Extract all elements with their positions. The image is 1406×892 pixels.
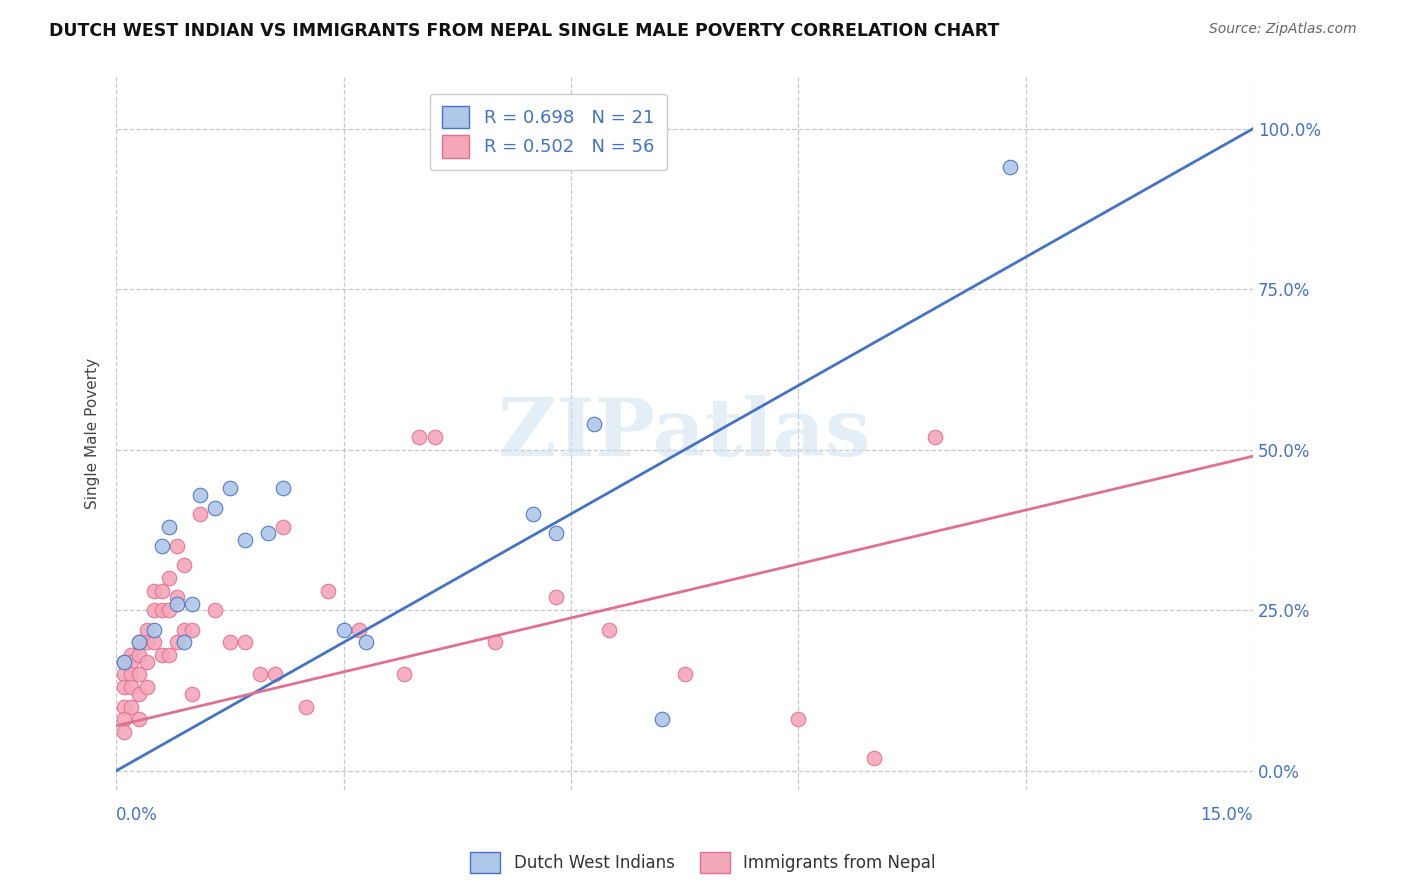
Point (924, 430, 946, 444)
Point (143, 584, 166, 599)
Point (204, 603, 226, 617)
Point (356, 635, 378, 649)
Point (522, 507, 544, 521)
Text: 0.0%: 0.0% (117, 806, 157, 824)
Point (150, 539, 173, 553)
Point (112, 712, 135, 726)
Point (128, 712, 150, 726)
Point (1000, 161, 1022, 175)
Point (112, 725, 135, 739)
Point (135, 635, 157, 649)
Point (135, 655, 157, 669)
Point (181, 597, 204, 611)
Point (219, 635, 242, 649)
Point (112, 699, 135, 714)
Point (157, 571, 180, 585)
Point (166, 635, 188, 649)
Text: DUTCH WEST INDIAN VS IMMIGRANTS FROM NEPAL SINGLE MALE POVERTY CORRELATION CHART: DUTCH WEST INDIAN VS IMMIGRANTS FROM NEP… (49, 22, 1000, 40)
Point (150, 584, 173, 599)
Point (264, 667, 287, 681)
Point (544, 591, 567, 605)
Point (166, 597, 188, 611)
Point (112, 655, 135, 669)
Point (128, 635, 150, 649)
Point (598, 623, 620, 637)
Point (204, 500, 226, 515)
Point (128, 667, 150, 681)
Point (233, 533, 256, 547)
Point (120, 699, 142, 714)
Text: ZIPatlas: ZIPatlas (499, 395, 870, 473)
Legend: R = 0.698   N = 21, R = 0.502   N = 56: R = 0.698 N = 21, R = 0.502 N = 56 (430, 94, 666, 170)
Point (157, 520, 180, 534)
Point (120, 648, 142, 663)
Point (128, 635, 150, 649)
Point (219, 481, 242, 495)
Point (112, 681, 135, 695)
Point (544, 526, 567, 541)
Point (408, 430, 430, 444)
Point (157, 648, 180, 663)
Point (256, 526, 278, 541)
Point (233, 635, 256, 649)
Point (135, 623, 157, 637)
Point (112, 655, 135, 669)
Point (157, 603, 180, 617)
Point (181, 623, 204, 637)
Point (120, 655, 142, 669)
Point (143, 603, 166, 617)
Point (143, 623, 166, 637)
Point (863, 751, 886, 765)
Legend: Dutch West Indians, Immigrants from Nepal: Dutch West Indians, Immigrants from Nepa… (464, 846, 942, 880)
Point (150, 603, 173, 617)
Y-axis label: Single Male Poverty: Single Male Poverty (86, 359, 100, 509)
Point (318, 584, 340, 599)
Point (112, 667, 135, 681)
Point (271, 481, 294, 495)
Text: Source: ZipAtlas.com: Source: ZipAtlas.com (1209, 22, 1357, 37)
Point (173, 623, 195, 637)
Point (423, 430, 446, 444)
Point (787, 712, 810, 726)
Point (128, 648, 150, 663)
Point (392, 667, 415, 681)
Point (188, 507, 211, 521)
Text: 15.0%: 15.0% (1201, 806, 1253, 824)
Point (249, 667, 271, 681)
Point (651, 712, 673, 726)
Point (120, 681, 142, 695)
Point (271, 520, 294, 534)
Point (135, 681, 157, 695)
Point (181, 687, 204, 701)
Point (582, 417, 605, 431)
Point (188, 488, 211, 502)
Point (347, 623, 370, 637)
Point (673, 667, 696, 681)
Point (128, 687, 150, 701)
Point (332, 623, 354, 637)
Point (294, 699, 316, 714)
Point (166, 539, 188, 553)
Point (484, 635, 506, 649)
Point (173, 558, 195, 573)
Point (173, 635, 195, 649)
Point (150, 648, 173, 663)
Point (120, 667, 142, 681)
Point (143, 635, 166, 649)
Point (166, 591, 188, 605)
